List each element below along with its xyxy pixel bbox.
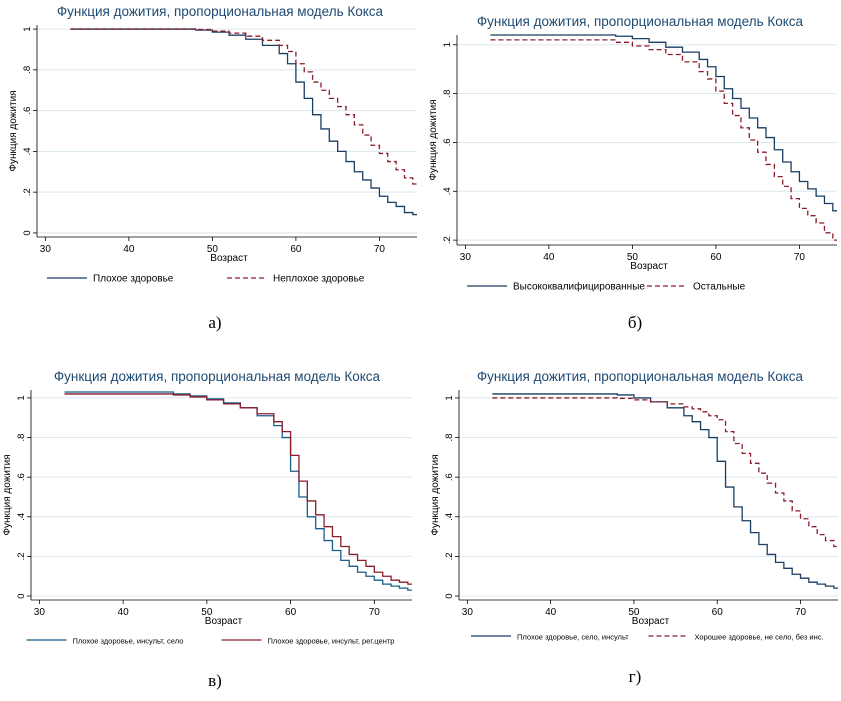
y-tick-label: 1 bbox=[22, 26, 33, 31]
series-line bbox=[64, 393, 412, 585]
y-axis-label: Функция дожития bbox=[428, 99, 439, 180]
y-tick-label: .8 bbox=[22, 66, 33, 74]
y-tick-label: .4 bbox=[442, 187, 453, 195]
panel-caption: б) bbox=[628, 313, 642, 332]
x-tick-label: 30 bbox=[462, 607, 474, 618]
legend-label: Хорошее здоровье, не село, без инс. bbox=[695, 633, 824, 642]
legend-label: Неплохое здоровье bbox=[273, 274, 365, 285]
y-tick-label: .2 bbox=[444, 552, 455, 560]
y-tick-label: 0 bbox=[16, 593, 27, 598]
y-tick-label: .6 bbox=[22, 107, 33, 115]
y-tick-label: .2 bbox=[16, 552, 27, 560]
y-axis-label: Функция дожития bbox=[8, 90, 19, 171]
x-tick-label: 40 bbox=[123, 244, 135, 255]
x-tick-label: 50 bbox=[207, 244, 219, 255]
y-tick-label: 1 bbox=[442, 42, 453, 47]
y-tick-label: .2 bbox=[442, 236, 453, 244]
x-axis-label: Возраст bbox=[632, 616, 670, 627]
x-tick-label: 70 bbox=[795, 607, 807, 618]
x-tick-label: 60 bbox=[290, 244, 302, 255]
x-tick-label: 60 bbox=[285, 607, 297, 618]
legend-label: Остальные bbox=[693, 282, 746, 293]
legend-label: Плохое здоровье, инсульт, рег.центр bbox=[268, 637, 395, 646]
series-line bbox=[490, 34, 837, 212]
y-tick-label: .8 bbox=[444, 434, 455, 442]
y-tick-label: 0 bbox=[444, 593, 455, 598]
legend-label: Плохое здоровье, село, инсульт bbox=[517, 633, 629, 642]
series-line bbox=[64, 391, 412, 591]
x-tick-label: 40 bbox=[118, 607, 130, 618]
panel-caption: а) bbox=[208, 313, 221, 332]
y-tick-label: .4 bbox=[444, 513, 455, 521]
x-tick-label: 30 bbox=[40, 244, 52, 255]
x-tick-label: 30 bbox=[460, 252, 472, 263]
legend-label: Плохое здоровье bbox=[93, 274, 174, 285]
chart-title: Функция дожития, пропорциональная модель… bbox=[477, 14, 804, 29]
x-tick-label: 40 bbox=[543, 252, 555, 263]
panel-caption: в) bbox=[208, 671, 222, 690]
legend-label: Плохое здоровье, инсульт, село bbox=[73, 637, 184, 646]
y-tick-label: .4 bbox=[16, 513, 27, 521]
x-tick-label: 60 bbox=[712, 607, 724, 618]
y-tick-label: 1 bbox=[444, 395, 455, 400]
legend-label: Высококвалифицированные bbox=[513, 281, 645, 293]
y-tick-label: .8 bbox=[442, 90, 453, 98]
chart-title: Функция дожития, пропорциональная модель… bbox=[54, 369, 381, 384]
x-tick-label: 70 bbox=[374, 244, 386, 255]
x-tick-label: 50 bbox=[628, 607, 640, 618]
chart-panel: Функция дожития, пропорциональная модель… bbox=[430, 369, 838, 686]
chart-title: Функция дожития, пропорциональная модель… bbox=[477, 369, 804, 384]
x-axis-label: Возраст bbox=[210, 253, 248, 264]
x-tick-label: 70 bbox=[369, 607, 381, 618]
x-tick-label: 60 bbox=[710, 252, 722, 263]
x-tick-label: 40 bbox=[545, 607, 557, 618]
x-axis-label: Возраст bbox=[205, 616, 243, 627]
chart-panel: Функция дожития, пропорциональная модель… bbox=[8, 4, 417, 332]
x-tick-label: 30 bbox=[34, 607, 46, 618]
y-tick-label: .4 bbox=[22, 147, 33, 155]
y-tick-label: 0 bbox=[22, 230, 33, 235]
x-axis-label: Возраст bbox=[630, 261, 668, 272]
chart-panel: Функция дожития, пропорциональная модель… bbox=[2, 369, 412, 690]
x-tick-label: 70 bbox=[794, 252, 806, 263]
y-tick-label: .2 bbox=[22, 188, 33, 196]
y-tick-label: .6 bbox=[442, 138, 453, 146]
x-tick-label: 50 bbox=[627, 252, 639, 263]
y-axis-label: Функция дожития bbox=[430, 454, 441, 535]
y-tick-label: 1 bbox=[16, 395, 27, 400]
series-line bbox=[492, 393, 838, 589]
chart-panel: Функция дожития, пропорциональная модель… bbox=[428, 14, 837, 332]
y-tick-label: .8 bbox=[16, 434, 27, 442]
series-line bbox=[490, 39, 837, 241]
series-line bbox=[70, 28, 417, 216]
y-tick-label: .6 bbox=[444, 473, 455, 481]
x-tick-label: 50 bbox=[201, 607, 213, 618]
panel-caption: г) bbox=[629, 667, 642, 686]
chart-title: Функция дожития, пропорциональная модель… bbox=[57, 4, 384, 19]
y-axis-label: Функция дожития bbox=[2, 454, 13, 535]
series-line bbox=[492, 397, 838, 548]
series-line bbox=[70, 28, 417, 185]
y-tick-label: .6 bbox=[16, 473, 27, 481]
